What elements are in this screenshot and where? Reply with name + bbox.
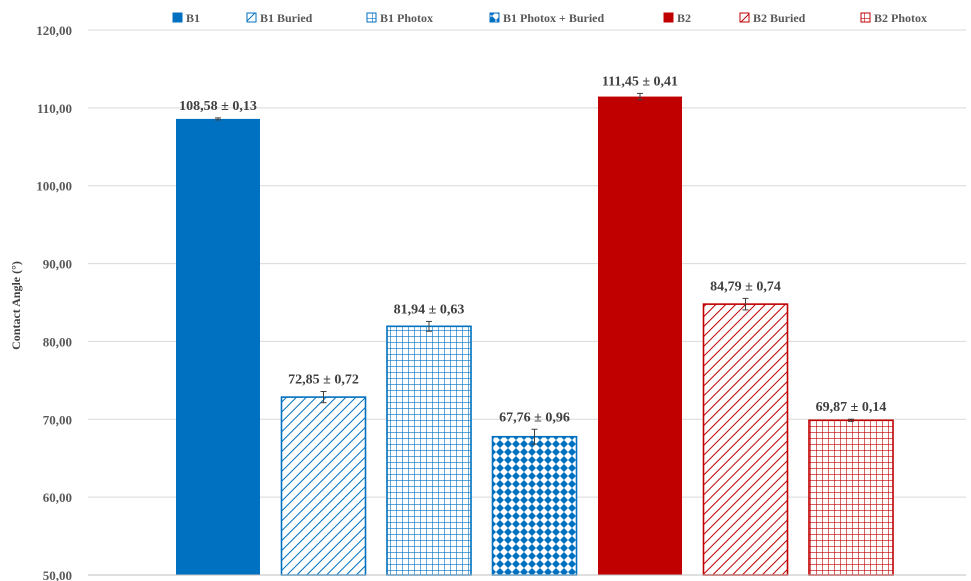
y-tick-label: 120,00: [36, 23, 72, 38]
legend-swatch: [739, 12, 750, 23]
error-bar: [848, 418, 854, 422]
legend-item-b1-photox: B1 Photox: [366, 11, 433, 25]
legend-label: B1: [186, 11, 200, 25]
legend-swatch: [860, 12, 871, 23]
data-label: 108,58 ± 0,13: [179, 99, 257, 114]
legend-item-b1-buried: B1 Buried: [246, 11, 313, 25]
y-tick-label: 50,00: [43, 568, 72, 581]
error-bar: [742, 297, 749, 311]
legend-label: B2 Photox: [874, 11, 927, 25]
data-label: 81,94 ± 0,63: [394, 302, 465, 317]
bars: 108,58 ± 0,13 72,85 ± 0,72 81,94 ± 0,63 67,…: [176, 74, 894, 576]
y-axis-label: Contact Angle (°): [9, 261, 23, 350]
bar-b2: [598, 96, 682, 575]
bar-group-b1-buried: 72,85 ± 0,72: [280, 372, 367, 576]
error-bar: [531, 428, 538, 445]
legend-swatch: [489, 12, 500, 23]
y-tick-label: 100,00: [36, 179, 72, 194]
y-tick-label: 90,00: [43, 257, 72, 272]
legend-item-b2: B2: [663, 11, 691, 25]
bar-b2-photox: [808, 419, 894, 576]
legend-item-b2-photox: B2 Photox: [860, 11, 927, 25]
legend-swatch: [246, 12, 257, 23]
data-label: 111,45 ± 0,41: [602, 74, 678, 89]
bar-group-b2: 111,45 ± 0,41: [598, 74, 682, 575]
legend-label: B2: [677, 11, 691, 25]
legend-swatch: [366, 12, 377, 23]
legend-swatch: [172, 12, 183, 23]
bar-b1-photox-buried: [491, 435, 578, 576]
bar-b2-buried: [702, 303, 789, 576]
bar-group-b2-buried: 84,79 ± 0,74: [702, 279, 789, 576]
bar-b1-buried: [280, 396, 367, 576]
bar-b1: [176, 118, 260, 576]
y-tick-label: 60,00: [43, 490, 72, 505]
error-bar: [215, 117, 221, 121]
bar-b1-photox: [386, 325, 472, 576]
legend-label: B1 Photox: [380, 11, 433, 25]
bar-group-b1-photox: 81,94 ± 0,63: [386, 302, 472, 576]
legend-item-b2-buried: B2 Buried: [739, 11, 806, 25]
data-label: 84,79 ± 0,74: [710, 279, 781, 294]
y-axis: 50,00 60,00 70,00 80,00 90,00 100,00 110,00 120…: [36, 23, 72, 581]
error-bar: [426, 320, 432, 332]
data-label: 69,87 ± 0,14: [816, 400, 887, 415]
y-tick-label: 70,00: [43, 412, 72, 427]
data-label: 67,76 ± 0,96: [499, 410, 570, 425]
legend-label: B2 Buried: [753, 11, 806, 25]
legend-item-b1: B1: [172, 11, 200, 25]
y-tick-label: 80,00: [43, 334, 72, 349]
legend-item-b1-photox-buried: B1 Photox + Buried: [489, 11, 605, 25]
data-label: 72,85 ± 0,72: [288, 372, 359, 387]
legend-label: B1 Buried: [260, 11, 313, 25]
bar-group-b2-photox: 69,87 ± 0,14: [808, 400, 894, 576]
bar-group-b1: 108,58 ± 0,13: [176, 99, 260, 576]
error-bar: [320, 390, 327, 404]
legend: B1 B1 Buried B1 Photox B1 Photox + Buried B2…: [172, 11, 927, 25]
legend-swatch: [663, 12, 674, 23]
y-tick-label: 110,00: [37, 101, 72, 116]
error-bar: [637, 92, 643, 101]
legend-label: B1 Photox + Buried: [503, 11, 605, 25]
bar-group-b1-photox-buried: 67,76 ± 0,96: [491, 410, 578, 576]
